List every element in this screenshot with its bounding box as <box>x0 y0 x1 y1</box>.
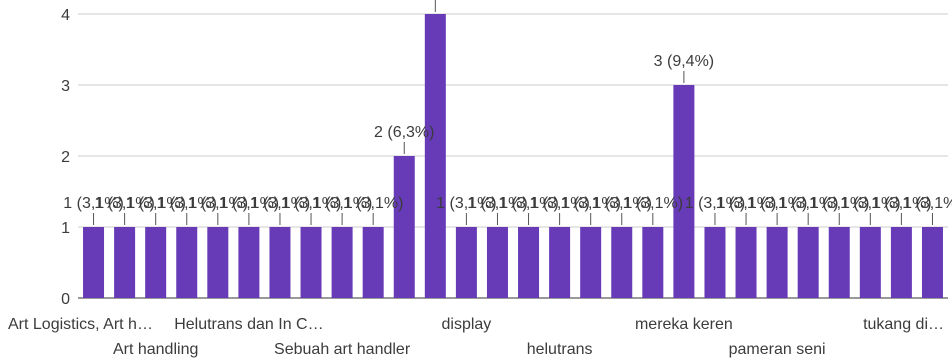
data-label: 1 (3,1%) <box>560 195 620 212</box>
bar <box>859 227 881 298</box>
data-label: 1 (3,1%) <box>716 195 776 212</box>
y-tick-label: 1 <box>61 220 70 237</box>
data-label: 1 (3,1%) <box>94 195 154 212</box>
data-label: 1 (3,1%) <box>188 195 248 212</box>
bar <box>642 227 664 298</box>
x-tick-label: Art handling <box>113 341 198 358</box>
bar <box>549 227 571 298</box>
x-axis-ticks: Art Logistics, Art h… Art handling Helutra… <box>8 316 944 358</box>
bar <box>518 227 540 298</box>
data-label: 1 (3,1%) <box>871 195 931 212</box>
x-tick-label: tukang di… <box>863 316 944 333</box>
data-label: 3 (9,4%) <box>654 53 714 70</box>
bar <box>455 227 477 298</box>
x-tick-label: pameran seni <box>729 341 826 358</box>
y-tick-label: 3 <box>61 78 70 95</box>
x-tick-label: Sebuah art handler <box>274 341 411 358</box>
data-labels: 1 (3,1%)1 (3,1%)1 (3,1%)1 (3,1%)1 (3,1%)… <box>63 0 952 225</box>
bar <box>393 156 415 298</box>
bar <box>238 227 260 298</box>
bar <box>300 227 322 298</box>
bar <box>797 227 819 298</box>
y-tick-label: 2 <box>61 149 70 166</box>
bar <box>704 227 726 298</box>
bar <box>424 14 446 298</box>
bar <box>331 227 353 298</box>
data-label: 1 (3,1%) <box>250 195 310 212</box>
data-label: 1 (3,1%) <box>157 195 217 212</box>
bar <box>921 227 943 298</box>
bar <box>114 227 136 298</box>
x-tick-label: display <box>441 316 491 333</box>
data-label: 1 (3,1%) <box>125 195 185 212</box>
x-tick-label: mereka keren <box>635 316 733 333</box>
bar <box>673 85 695 298</box>
data-label: 1 (3,1%) <box>840 195 900 212</box>
y-tick-label: 0 <box>61 291 70 308</box>
data-label: 1 (3,1%) <box>343 195 403 212</box>
bar <box>735 227 757 298</box>
data-label: 1 (3,1%) <box>747 195 807 212</box>
bars <box>83 14 943 298</box>
y-tick-label: 4 <box>61 7 70 24</box>
y-axis-ticks: 0 1 2 3 4 <box>61 7 70 308</box>
bar <box>828 227 850 298</box>
data-label: 2 (6,3%) <box>374 124 434 141</box>
data-label: 1 (3,1%) <box>809 195 869 212</box>
data-label: 1 (3,1%) <box>778 195 838 212</box>
data-label: 1 (3,1%) <box>623 195 683 212</box>
x-tick-label: Helutrans dan In C… <box>174 316 323 333</box>
data-label: 1 (3,1%) <box>498 195 558 212</box>
bar <box>145 227 167 298</box>
data-label: 1 (3,1%) <box>312 195 372 212</box>
bar <box>766 227 788 298</box>
bar <box>486 227 508 298</box>
bar <box>207 227 229 298</box>
bar <box>580 227 602 298</box>
data-label: 1 (3,1%) <box>592 195 652 212</box>
x-tick-label: Art Logistics, Art h… <box>8 316 153 333</box>
bar <box>362 227 384 298</box>
x-tick-label: helutrans <box>527 341 593 358</box>
bar <box>890 227 912 298</box>
bar <box>176 227 198 298</box>
bar <box>611 227 633 298</box>
data-label: 1 (3,1%) <box>685 195 745 212</box>
data-label: 1 (3,1%) <box>219 195 279 212</box>
data-label: 1 (3,1%) <box>529 195 589 212</box>
data-label: 1 (3,1%) <box>902 195 952 212</box>
data-label: 1 (3,1%) <box>63 195 123 212</box>
data-label: 1 (3,1%) <box>436 195 496 212</box>
bar <box>83 227 105 298</box>
data-label: 1 (3,1%) <box>281 195 341 212</box>
bar <box>269 227 291 298</box>
data-label: 1 (3,1%) <box>467 195 527 212</box>
